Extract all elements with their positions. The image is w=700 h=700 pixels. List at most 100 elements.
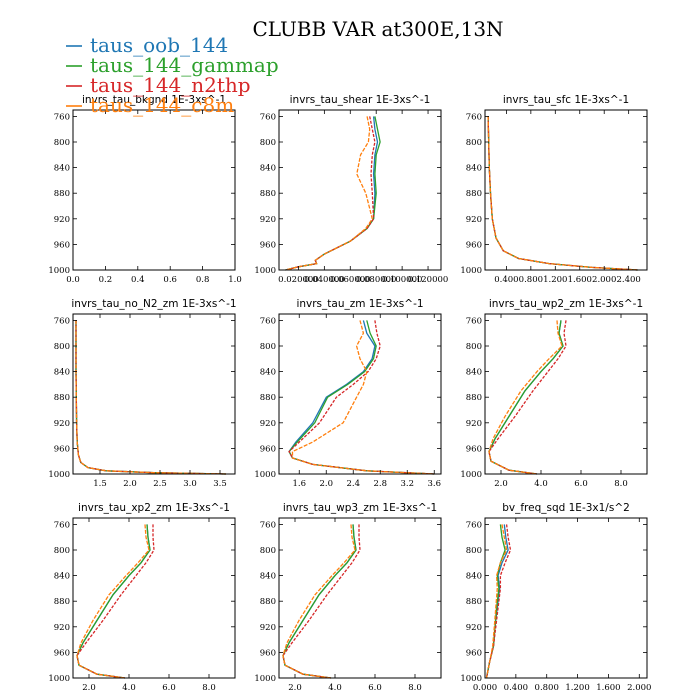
x-tick-label: 0.100000: [382, 275, 423, 285]
series-line: [285, 116, 381, 271]
x-tick-label: 0.400: [494, 275, 518, 285]
y-tick-label: 960: [466, 240, 482, 250]
x-tick-label: 6.0: [162, 683, 176, 693]
series-line: [485, 524, 508, 679]
y-tick-label: 1000: [254, 470, 276, 480]
x-tick-label: 0.0: [66, 275, 80, 285]
y-tick-label: 920: [54, 215, 70, 225]
plot-frame: [484, 313, 648, 475]
x-tick-label: 3.6: [427, 479, 441, 489]
panel-title: invrs_tau_sfc 1E-3xs^-1: [503, 94, 629, 106]
series-line: [75, 320, 227, 475]
y-tick-label: 920: [260, 623, 276, 633]
series-line: [487, 116, 638, 271]
y-tick-label: 920: [54, 623, 70, 633]
panel-9: bv_freq_sqd 1E-3x1/s^2 760 800 840 880 920 960…: [460, 502, 651, 693]
series-line: [487, 116, 638, 271]
x-tick-label: 1.5: [93, 479, 107, 489]
panel-title: invrs_tau_zm 1E-3xs^-1: [296, 298, 423, 310]
figure-title: CLUBB VAR at300E,13N: [252, 17, 503, 41]
x-tick-label: 0.080000: [356, 275, 397, 285]
x-tick-label: 8.0: [408, 683, 422, 693]
y-tick-label: 880: [260, 393, 276, 403]
x-tick-label: 4.0: [122, 683, 136, 693]
series-line: [282, 524, 357, 679]
x-tick-label: 0.120000: [408, 275, 449, 285]
y-tick-label: 920: [466, 623, 482, 633]
series-line: [291, 320, 435, 475]
y-tick-label: 760: [260, 520, 276, 530]
plot-frame: [484, 109, 648, 271]
series-line: [487, 116, 638, 271]
y-tick-label: 880: [466, 189, 482, 199]
x-tick-label: 2.000: [592, 275, 616, 285]
legend-label: taus_144_n2thp: [90, 73, 251, 97]
series-line: [488, 320, 563, 475]
series-line: [75, 320, 227, 475]
x-tick-label: 2.400: [616, 275, 640, 285]
x-tick-label: 2.0: [319, 479, 333, 489]
legend: taus_oob_144taus_144_gammaptaus_144_n2th…: [66, 33, 279, 117]
y-tick-label: 840: [54, 572, 70, 582]
y-tick-label: 1000: [48, 470, 70, 480]
panel-1: invrs_tau_bkgnd 1E-3xs^-1 760 800 840 880 920…: [48, 94, 241, 285]
x-tick-label: 1.600: [596, 683, 620, 693]
x-tick-label: 0.800: [519, 275, 543, 285]
plot-frame: [278, 109, 442, 271]
legend-label: taus_144_c8m: [90, 93, 234, 117]
y-tick-label: 840: [54, 164, 70, 174]
y-tick-label: 880: [54, 393, 70, 403]
y-tick-label: 800: [54, 138, 70, 148]
x-tick-label: 4.0: [534, 479, 548, 489]
panel-3: invrs_tau_sfc 1E-3xs^-1 760 800 840 880 920 96…: [460, 94, 648, 285]
x-tick-label: 1.0: [228, 275, 242, 285]
y-tick-label: 920: [466, 419, 482, 429]
x-tick-label: 2.0: [494, 479, 508, 489]
x-tick-label: 2.4: [346, 479, 360, 489]
series-line: [488, 320, 567, 475]
y-tick-label: 960: [54, 240, 70, 250]
x-tick-label: 0.040000: [304, 275, 345, 285]
y-tick-label: 760: [466, 112, 482, 122]
y-tick-label: 1000: [48, 674, 70, 684]
x-tick-label: 0.800: [535, 683, 559, 693]
series-line: [285, 116, 376, 271]
panel-title: invrs_tau_wp3_zm 1E-3xs^-1: [283, 502, 437, 514]
x-tick-label: 2.0: [123, 479, 137, 489]
y-tick-label: 960: [260, 240, 276, 250]
plot-frame: [278, 313, 442, 475]
x-tick-label: 1.200: [565, 683, 589, 693]
plot-frame: [72, 517, 236, 679]
y-tick-label: 760: [54, 520, 70, 530]
y-tick-label: 840: [260, 164, 276, 174]
y-tick-label: 880: [466, 597, 482, 607]
y-tick-label: 920: [54, 419, 70, 429]
y-tick-label: 840: [466, 164, 482, 174]
panel-title: invrs_tau_shear 1E-3xs^-1: [290, 94, 431, 106]
x-tick-label: 2.8: [373, 479, 387, 489]
x-tick-label: 2.5: [153, 479, 167, 489]
series-line: [76, 524, 150, 679]
y-tick-label: 1000: [254, 674, 276, 684]
y-tick-label: 960: [54, 648, 70, 658]
y-tick-label: 880: [466, 393, 482, 403]
x-tick-label: 4.0: [328, 683, 342, 693]
x-tick-label: 8.0: [614, 479, 628, 489]
y-tick-label: 800: [54, 342, 70, 352]
series-line: [76, 524, 155, 679]
y-tick-label: 1000: [48, 266, 70, 276]
panel-title: invrs_tau_bkgnd 1E-3xs^-1: [82, 94, 226, 106]
panel-title: bv_freq_sqd 1E-3x1/s^2: [502, 502, 630, 514]
y-tick-label: 800: [260, 138, 276, 148]
x-tick-label: 0.060000: [330, 275, 371, 285]
y-tick-label: 760: [260, 316, 276, 326]
x-tick-label: 0.8: [196, 275, 210, 285]
y-tick-label: 960: [54, 444, 70, 454]
legend-label: taus_144_gammap: [90, 53, 279, 77]
panel-7: invrs_tau_xp2_zm 1E-3xs^-1 760 800 840 880 92…: [48, 502, 236, 693]
plot-frame: [72, 313, 236, 475]
y-tick-label: 760: [466, 520, 482, 530]
series-line: [288, 320, 435, 475]
y-tick-label: 800: [54, 546, 70, 556]
